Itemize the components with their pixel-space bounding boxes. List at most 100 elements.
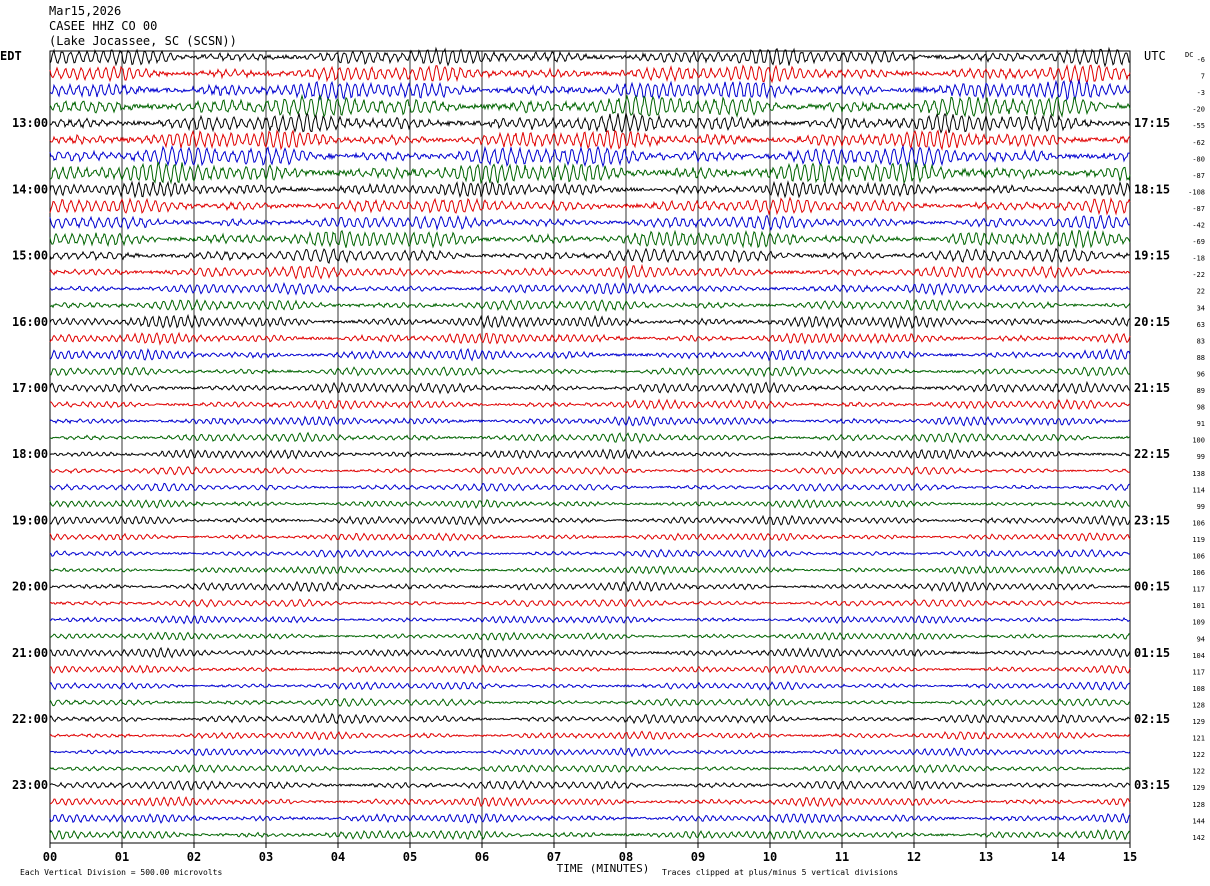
trace-line [49,247,1131,264]
dc-offset-label: 121 [1192,735,1205,743]
trace-line [49,598,1131,608]
trace-line [49,229,1131,249]
dc-offset-label: 109 [1192,619,1205,627]
right-hour-label: 02:15 [1134,712,1170,726]
dc-offset-label: 63 [1197,321,1205,329]
right-hour-label: 20:15 [1134,315,1170,329]
x-tick-label: 12 [907,850,921,864]
trace-line [49,380,1131,395]
clip-note: Traces clipped at plus/minus 5 vertical … [662,868,898,877]
date-label: Mar15,2026 [49,4,122,18]
x-tick-label: 09 [691,850,705,864]
x-tick-label: 00 [43,850,57,864]
left-hour-label: 20:00 [12,580,48,594]
x-tick-label: 07 [547,850,561,864]
trace-line [49,482,1131,492]
right-hour-label: 22:15 [1134,447,1170,461]
trace-line [49,631,1131,642]
dc-offset-label: -55 [1192,122,1205,130]
dc-offset-label: 91 [1197,420,1205,428]
trace-line [49,779,1131,791]
trace-line [49,263,1131,280]
dc-offset-label: 142 [1192,834,1205,842]
right-hour-label: 00:15 [1134,580,1170,594]
right-hour-label: 01:15 [1134,646,1170,660]
x-tick-label: 04 [331,850,345,864]
dc-offset-label: 138 [1192,470,1205,478]
dc-offset-label: 100 [1192,437,1205,445]
dc-offset-label: 94 [1197,635,1205,643]
trace-line [49,282,1131,297]
left-hour-label: 13:00 [12,116,48,130]
x-axis-label: TIME (MINUTES) [557,862,650,875]
right-hour-label: 21:15 [1134,381,1170,395]
dc-offset-label: 83 [1197,337,1205,345]
station-label: CASEE HHZ CO 00 [49,19,158,33]
left-hour-label: 16:00 [12,315,48,329]
trace-line [49,331,1131,346]
right-hour-label: 03:15 [1134,778,1170,792]
dc-offset-label: 119 [1192,536,1205,544]
plot-frame [49,50,1131,844]
dc-offset-label: 144 [1192,817,1205,825]
right-hour-label: 17:15 [1134,116,1170,130]
dc-offset-label: 128 [1192,701,1205,709]
trace-line [49,514,1131,527]
trace-line [49,431,1131,444]
left-hour-label: 14:00 [12,182,48,196]
trace-line [49,565,1131,576]
trace-line [49,415,1131,427]
dc-offset-label: -18 [1192,255,1205,263]
dc-offset-label: 108 [1192,685,1205,693]
trace-line [49,646,1131,659]
left-hour-label: 17:00 [12,381,48,395]
location-label: (Lake Jocassee, SC (SCSN)) [49,34,237,48]
x-tick-label: 13 [979,850,993,864]
trace-line [49,78,1131,101]
trace-line [49,144,1130,168]
dc-label: DC [1185,51,1193,59]
trace-line [49,366,1131,378]
trace-line [49,466,1131,476]
dc-offset-label: 22 [1197,288,1205,296]
trace-line [49,347,1131,362]
left-hour-label: 23:00 [12,778,48,792]
trace-line [49,46,1130,68]
left-hour-label: 22:00 [12,712,48,726]
dc-offset-label: 122 [1192,751,1205,759]
dc-offset-label: -80 [1192,155,1205,163]
x-tick-label: 02 [187,850,201,864]
x-tick-label: 10 [763,850,777,864]
left-zone-label: EDT [0,49,22,63]
right-hour-label: 19:15 [1134,249,1170,263]
right-zone-label: UTC [1144,49,1166,63]
dc-offset-label: -20 [1192,106,1205,114]
dc-offset-label: 104 [1192,652,1205,660]
trace-line [49,664,1131,675]
x-tick-label: 05 [403,850,417,864]
dc-offset-label: 106 [1192,519,1205,527]
left-hour-label: 15:00 [12,249,48,263]
x-tick-label: 11 [835,850,849,864]
trace-line [49,681,1131,691]
x-tick-label: 15 [1123,850,1137,864]
left-hour-label: 19:00 [12,513,48,527]
trace-line [49,448,1131,460]
trace-line [49,179,1131,199]
dc-offset-label: 34 [1197,304,1205,312]
trace-line [49,747,1131,758]
x-tick-label: 08 [619,850,633,864]
dc-offset-label: 114 [1192,486,1205,494]
trace-line [49,812,1131,824]
dc-offset-label: -62 [1192,139,1205,147]
trace-line [49,828,1131,841]
dc-offset-label: 88 [1197,354,1205,362]
trace-line [49,730,1131,741]
dc-offset-label: 106 [1192,569,1205,577]
left-hour-label: 18:00 [12,447,48,461]
trace-line [49,93,1131,119]
trace-line [49,697,1131,707]
dc-offset-label: -42 [1192,222,1205,230]
dc-offset-label: 96 [1197,370,1205,378]
